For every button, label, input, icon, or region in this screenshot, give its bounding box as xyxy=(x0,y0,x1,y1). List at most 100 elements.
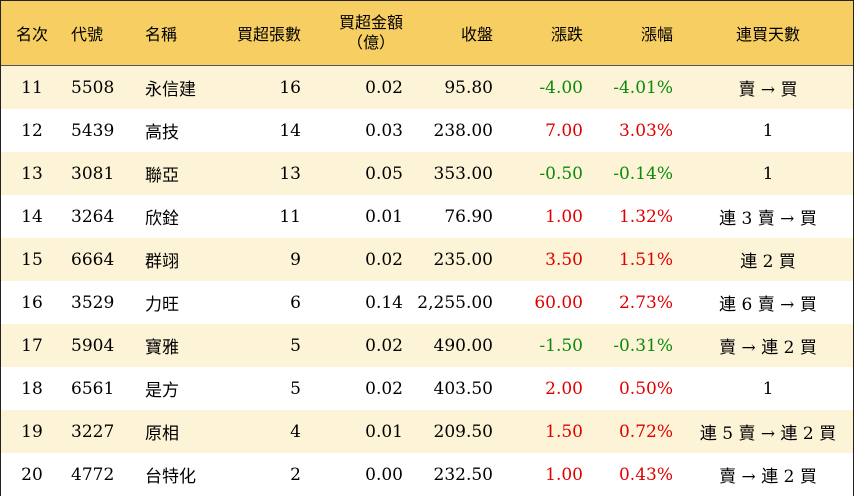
cell-close: 232.50 xyxy=(433,464,493,485)
cell-buy-days: 1 xyxy=(762,120,774,141)
cell-close: 403.50 xyxy=(433,378,493,399)
cell-close: 353.00 xyxy=(433,163,493,184)
table-row: 13 3081 聯亞 13 0.05 353.00 -0.50 -0.14% 1 xyxy=(1,152,853,195)
table-row: 14 3264 欣銓 11 0.01 76.90 1.00 1.32% 連 3 賣 → 買 xyxy=(1,195,853,238)
cell-name: 寶雅 xyxy=(145,338,179,358)
cell-buy-days: 連 5 賣 → 連 2 買 xyxy=(699,424,837,444)
cell-buy-days: 連 3 賣 → 買 xyxy=(719,209,817,229)
cell-name: 原相 xyxy=(145,424,179,444)
cell-net-buy-lots: 5 xyxy=(290,335,301,356)
cell-buy-days: 1 xyxy=(762,163,774,184)
table-row: 17 5904 寶雅 5 0.02 490.00 -1.50 -0.31% 賣 → 連 2 買 xyxy=(1,324,853,367)
cell-change-percent: 2.73% xyxy=(618,292,673,313)
cell-buy-days: 賣 → 連 2 買 xyxy=(719,467,817,487)
cell-code: 3264 xyxy=(71,206,115,227)
cell-net-buy-amount: 0.02 xyxy=(365,249,403,270)
cell-name: 永信建 xyxy=(145,80,196,100)
table-row: 20 4772 台特化 2 0.00 232.50 1.00 0.43% 賣 → 連 2 買 xyxy=(1,453,853,496)
cell-name: 欣銓 xyxy=(145,209,179,229)
cell-buy-days: 賣 → 連 2 買 xyxy=(719,338,817,358)
cell-net-buy-amount: 0.01 xyxy=(365,206,403,227)
header-net-buy-amount-label: 買超金額 xyxy=(338,13,403,32)
cell-net-buy-lots: 11 xyxy=(279,206,301,227)
cell-code: 3081 xyxy=(71,163,115,184)
cell-change-percent: 0.50% xyxy=(618,378,673,399)
cell-close: 490.00 xyxy=(433,335,493,356)
header-buy-days: 連買天數 xyxy=(735,25,800,44)
cell-change: 7.00 xyxy=(545,120,583,141)
header-net-buy-amount: 買超金額 （億） xyxy=(311,1,403,65)
cell-code: 6561 xyxy=(71,378,115,399)
cell-code: 6664 xyxy=(71,249,115,270)
cell-change: 60.00 xyxy=(534,292,583,313)
cell-rank: 13 xyxy=(21,163,43,184)
cell-name: 是方 xyxy=(145,381,179,401)
table-row: 18 6561 是方 5 0.02 403.50 2.00 0.50% 1 xyxy=(1,367,853,410)
cell-name: 聯亞 xyxy=(145,166,179,186)
cell-change-percent: -4.01% xyxy=(613,77,673,98)
cell-net-buy-lots: 13 xyxy=(279,163,301,184)
header-name: 名稱 xyxy=(145,25,178,44)
cell-net-buy-amount: 0.02 xyxy=(365,378,403,399)
cell-change: -0.50 xyxy=(539,163,583,184)
cell-change-percent: 3.03% xyxy=(618,120,673,141)
cell-buy-days: 賣 → 買 xyxy=(738,80,798,100)
table-row: 11 5508 永信建 16 0.02 95.80 -4.00 -4.01% 賣 → 買 xyxy=(1,66,853,109)
cell-net-buy-amount: 0.00 xyxy=(365,464,403,485)
cell-change: 1.50 xyxy=(545,421,583,442)
cell-name: 群翊 xyxy=(145,252,179,272)
cell-rank: 20 xyxy=(21,464,43,485)
header-rank: 名次 xyxy=(15,25,48,44)
cell-change: -4.00 xyxy=(539,77,583,98)
header-change-percent: 漲幅 xyxy=(640,25,673,44)
table-header: 名次 代號 名稱 買超張數 買超金額 （億） 收盤 漲跌 漲幅 連買天數 xyxy=(1,1,853,66)
cell-net-buy-amount: 0.14 xyxy=(365,292,403,313)
cell-rank: 15 xyxy=(21,249,43,270)
header-net-buy-lots: 買超張數 xyxy=(236,25,301,44)
cell-net-buy-amount: 0.02 xyxy=(365,77,403,98)
cell-buy-days: 1 xyxy=(762,378,774,399)
cell-net-buy-lots: 9 xyxy=(290,249,301,270)
cell-code: 3529 xyxy=(71,292,115,313)
cell-change-percent: -0.14% xyxy=(613,163,673,184)
cell-net-buy-lots: 16 xyxy=(279,77,301,98)
cell-close: 209.50 xyxy=(433,421,493,442)
cell-change-percent: -0.31% xyxy=(613,335,673,356)
cell-rank: 11 xyxy=(21,77,43,98)
cell-net-buy-lots: 6 xyxy=(290,292,301,313)
cell-rank: 12 xyxy=(21,120,43,141)
cell-name: 力旺 xyxy=(145,295,179,315)
cell-buy-days: 連 2 買 xyxy=(740,252,796,272)
cell-change-percent: 1.51% xyxy=(618,249,673,270)
cell-net-buy-lots: 2 xyxy=(290,464,301,485)
cell-close: 235.00 xyxy=(433,249,493,270)
table-row: 15 6664 群翊 9 0.02 235.00 3.50 1.51% 連 2 買 xyxy=(1,238,853,281)
header-change: 漲跌 xyxy=(550,25,583,44)
table-body: 11 5508 永信建 16 0.02 95.80 -4.00 -4.01% 賣 → 買 12 54… xyxy=(1,66,853,496)
cell-code: 3227 xyxy=(71,421,115,442)
cell-code: 5439 xyxy=(71,120,115,141)
cell-code: 5508 xyxy=(71,77,115,98)
cell-net-buy-amount: 0.02 xyxy=(365,335,403,356)
cell-net-buy-lots: 14 xyxy=(279,120,301,141)
cell-code: 4772 xyxy=(71,464,115,485)
cell-change: 1.00 xyxy=(545,206,583,227)
cell-change-percent: 0.72% xyxy=(618,421,673,442)
cell-rank: 18 xyxy=(21,378,43,399)
cell-code: 5904 xyxy=(71,335,115,356)
header-close: 收盤 xyxy=(460,25,493,44)
header-code: 代號 xyxy=(71,25,104,44)
cell-net-buy-lots: 5 xyxy=(290,378,301,399)
cell-rank: 14 xyxy=(21,206,43,227)
cell-change: 2.00 xyxy=(545,378,583,399)
cell-close: 76.90 xyxy=(444,206,493,227)
cell-change: 3.50 xyxy=(545,249,583,270)
cell-net-buy-amount: 0.01 xyxy=(365,421,403,442)
header-net-buy-amount-unit: （億） xyxy=(346,33,395,52)
table-row: 16 3529 力旺 6 0.14 2,255.00 60.00 2.73% 連 6 賣 → 買 xyxy=(1,281,853,324)
cell-rank: 19 xyxy=(21,421,43,442)
cell-name: 高技 xyxy=(145,123,179,143)
cell-close: 95.80 xyxy=(444,77,493,98)
table-row: 19 3227 原相 4 0.01 209.50 1.50 0.72% 連 5 賣 → 連 2 … xyxy=(1,410,853,453)
